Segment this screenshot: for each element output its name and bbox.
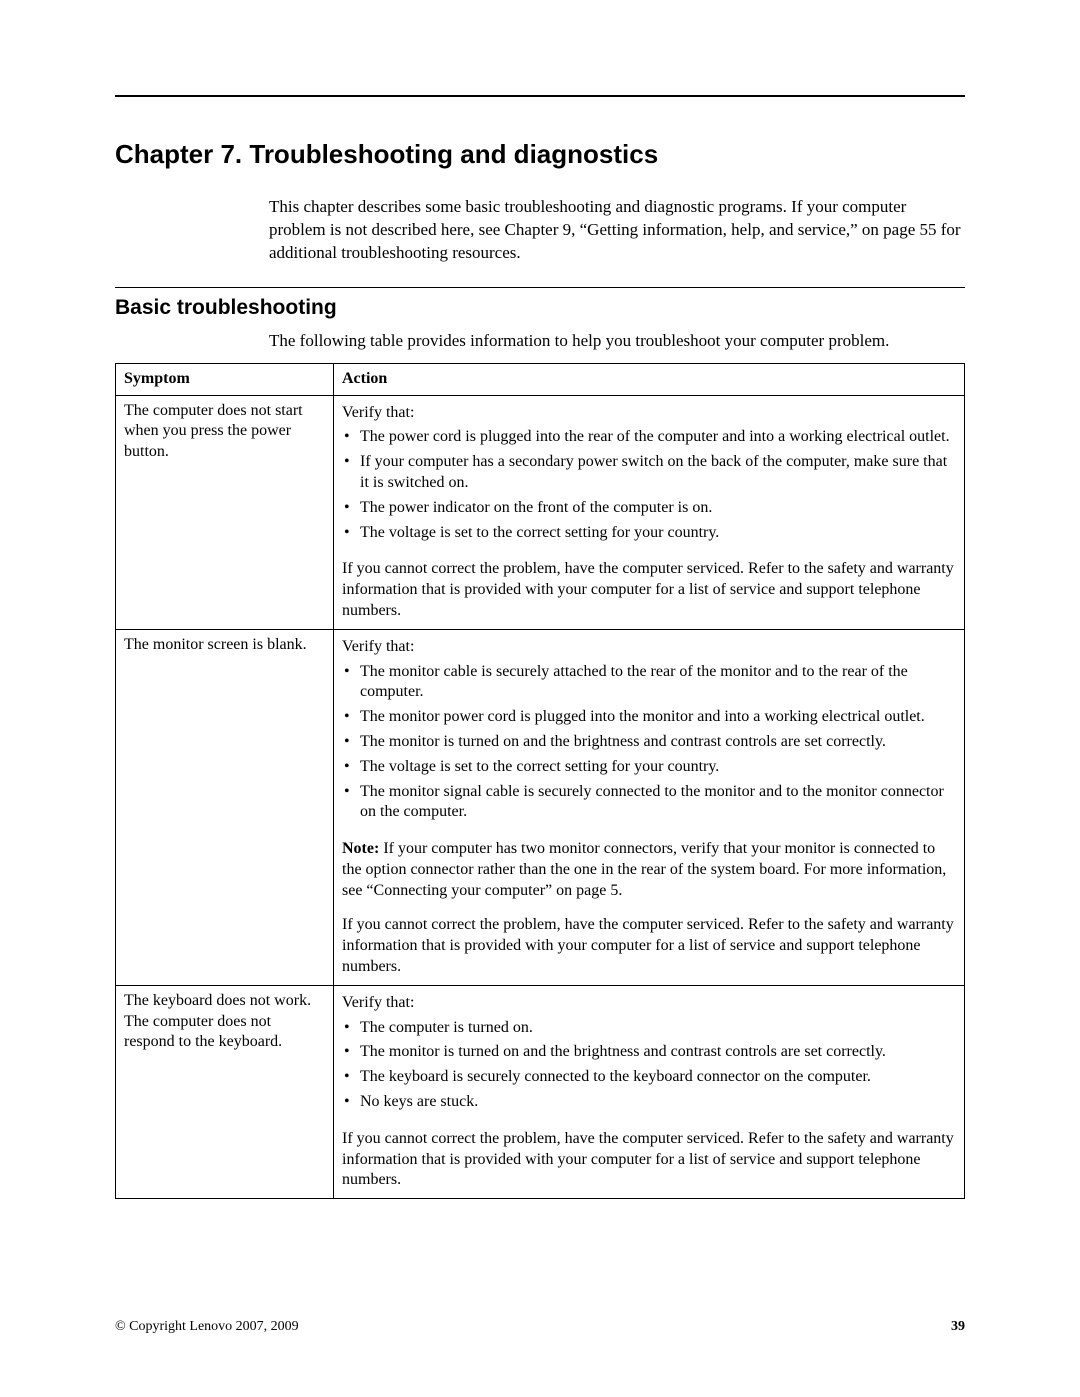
troubleshooting-table: Symptom Action The computer does not sta…	[115, 363, 965, 1200]
list-item: The monitor power cord is plugged into t…	[342, 707, 956, 728]
table-header-row: Symptom Action	[116, 363, 965, 395]
list-item: The monitor cable is securely attached t…	[342, 662, 956, 704]
list-item: The power indicator on the front of the …	[342, 498, 956, 519]
section-title: Basic troubleshooting	[115, 296, 965, 320]
chapter-intro: This chapter describes some basic troubl…	[269, 196, 965, 265]
list-item: The voltage is set to the correct settin…	[342, 757, 956, 778]
verify-label: Verify that:	[342, 403, 956, 424]
list-item: The voltage is set to the correct settin…	[342, 523, 956, 544]
symptom-cell: The computer does not start when you pre…	[116, 395, 334, 629]
closing-text: If you cannot correct the problem, have …	[342, 559, 956, 621]
top-horizontal-rule	[115, 95, 965, 97]
closing-text: If you cannot correct the problem, have …	[342, 915, 956, 977]
action-cell: Verify that: The power cord is plugged i…	[334, 395, 965, 629]
table-row: The computer does not start when you pre…	[116, 395, 965, 629]
list-item: The computer is turned on.	[342, 1018, 956, 1039]
bullet-list: The computer is turned on. The monitor i…	[342, 1018, 956, 1113]
section-horizontal-rule	[115, 287, 965, 288]
list-item: The keyboard is securely connected to th…	[342, 1067, 956, 1088]
page-footer: © Copyright Lenovo 2007, 2009 39	[115, 1319, 965, 1335]
symptom-cell: The monitor screen is blank.	[116, 629, 334, 985]
action-cell: Verify that: The monitor cable is secure…	[334, 629, 965, 985]
table-row: The keyboard does not work. The computer…	[116, 985, 965, 1198]
list-item: No keys are stuck.	[342, 1092, 956, 1113]
section-intro: The following table provides information…	[269, 330, 965, 353]
verify-label: Verify that:	[342, 993, 956, 1014]
bullet-list: The power cord is plugged into the rear …	[342, 427, 956, 543]
list-item: The monitor signal cable is securely con…	[342, 782, 956, 824]
symptom-cell: The keyboard does not work. The computer…	[116, 985, 334, 1198]
header-symptom: Symptom	[116, 363, 334, 395]
page-number: 39	[951, 1319, 965, 1335]
chapter-title: Chapter 7. Troubleshooting and diagnosti…	[115, 139, 965, 170]
closing-text: If you cannot correct the problem, have …	[342, 1129, 956, 1191]
copyright-text: © Copyright Lenovo 2007, 2009	[115, 1319, 299, 1335]
header-action: Action	[334, 363, 965, 395]
list-item: If your computer has a secondary power s…	[342, 452, 956, 494]
list-item: The monitor is turned on and the brightn…	[342, 732, 956, 753]
verify-label: Verify that:	[342, 637, 956, 658]
action-cell: Verify that: The computer is turned on. …	[334, 985, 965, 1198]
list-item: The power cord is plugged into the rear …	[342, 427, 956, 448]
bullet-list: The monitor cable is securely attached t…	[342, 662, 956, 824]
note-text: Note: If your computer has two monitor c…	[342, 839, 956, 901]
note-label: Note:	[342, 840, 379, 857]
table-row: The monitor screen is blank. Verify that…	[116, 629, 965, 985]
list-item: The monitor is turned on and the brightn…	[342, 1042, 956, 1063]
note-body: If your computer has two monitor connect…	[342, 840, 946, 899]
